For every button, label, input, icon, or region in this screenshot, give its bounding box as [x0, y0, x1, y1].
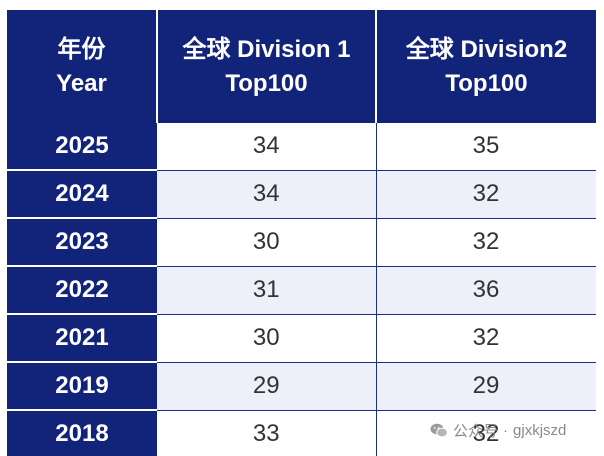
header-division2-line2: Top100: [445, 69, 528, 97]
division1-cell: 34: [157, 170, 377, 219]
division1-cell: 31: [157, 266, 377, 315]
year-cell: 2021: [7, 314, 157, 363]
division2-cell: 35: [376, 123, 596, 171]
year-cell: 2018: [7, 410, 157, 456]
header-division1-line2: Top100: [225, 69, 308, 97]
table-row: 2022 31 36: [7, 266, 596, 315]
header-row: 年份 Year 全球 Division 1 Top100 全球 Division…: [7, 10, 596, 123]
table-row: 2021 30 32: [7, 314, 596, 363]
division2-cell: 29: [376, 362, 596, 411]
watermark-prefix: 公众号: [453, 423, 499, 440]
year-cell: 2023: [7, 218, 157, 267]
division1-cell: 33: [157, 410, 377, 456]
table-row: 2018 33 32: [7, 410, 596, 456]
division2-cell: 32: [376, 170, 596, 219]
header-year: 年份 Year: [7, 10, 158, 123]
year-cell: 2024: [7, 170, 157, 219]
division2-cell: 32: [376, 218, 596, 267]
watermark-separator: ·: [503, 422, 509, 439]
header-division1-line1: 全球 Division 1: [182, 35, 351, 63]
table-row: 2025 34 35: [7, 123, 596, 171]
header-division2-line1: 全球 Division2: [405, 35, 568, 63]
table-row: 2019 29 29: [7, 362, 596, 411]
division1-cell: 34: [157, 123, 377, 171]
wechat-watermark: 公众号 · gjxkjszd: [430, 420, 566, 441]
division2-cell: 32: [376, 410, 596, 456]
table-row: 2024 34 32: [7, 170, 596, 219]
header-year-cn: 年份: [57, 35, 106, 63]
division2-cell: 32: [376, 314, 596, 363]
header-division2: 全球 Division2 Top100: [376, 10, 596, 123]
table-row: 2023 30 32: [7, 218, 596, 267]
year-cell: 2025: [7, 123, 157, 171]
division1-cell: 29: [157, 362, 377, 411]
data-table-container: 年份 Year 全球 Division 1 Top100 全球 Division…: [7, 10, 596, 456]
wechat-icon: [430, 423, 448, 438]
year-cell: 2022: [7, 266, 157, 315]
header-year-en: Year: [56, 69, 107, 97]
division1-cell: 30: [157, 218, 377, 267]
division2-cell: 36: [376, 266, 596, 315]
watermark-account: gjxkjszd: [513, 422, 567, 439]
rankings-table: 年份 Year 全球 Division 1 Top100 全球 Division…: [7, 10, 596, 456]
year-cell: 2019: [7, 362, 157, 411]
header-division1: 全球 Division 1 Top100: [157, 10, 377, 123]
division1-cell: 30: [157, 314, 377, 363]
